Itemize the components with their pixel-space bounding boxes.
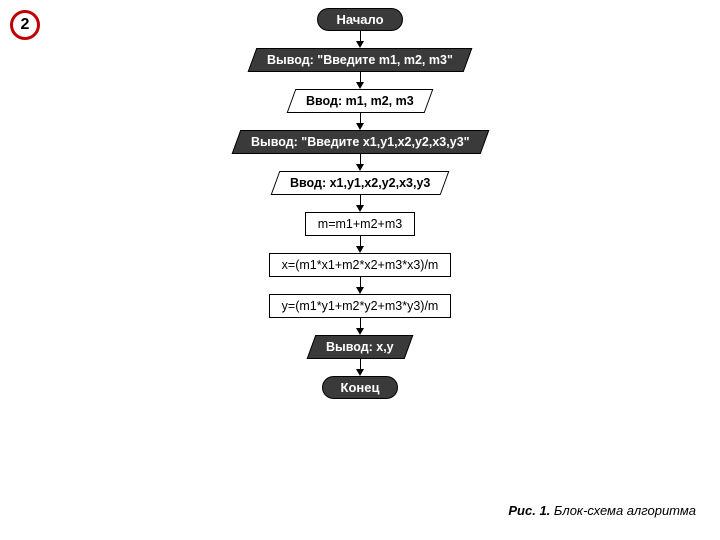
caption-prefix: Рис. 1. [508, 503, 554, 518]
flow-node-n6: x=(m1*x1+m2*x2+m3*x3)/m [269, 253, 452, 277]
flow-arrow [356, 318, 364, 335]
flow-node-n5: m=m1+m2+m3 [305, 212, 415, 236]
flow-node-n1: Вывод: "Введите m1, m2, m3" [248, 48, 473, 72]
flow-arrow [356, 236, 364, 253]
flow-arrow [356, 277, 364, 294]
flow-node-n9: Конец [322, 376, 399, 399]
node-label: Ввод: m1, m2, m3 [306, 94, 414, 108]
flow-node-n7: y=(m1*y1+m2*y2+m3*y3)/m [269, 294, 452, 318]
flow-node-n2: Ввод: m1, m2, m3 [287, 89, 433, 113]
figure-caption: Рис. 1. Блок-схема алгоритма [508, 503, 696, 518]
caption-text: Блок-схема алгоритма [554, 503, 696, 518]
node-label: Вывод: "Введите x1,y1,x2,y2,x3,y3" [251, 135, 470, 149]
flow-node-n8: Вывод: x,y [307, 335, 413, 359]
flow-node-n4: Ввод: x1,y1,x2,y2,x3,y3 [270, 171, 449, 195]
flow-arrow [356, 359, 364, 376]
flow-arrow [356, 154, 364, 171]
flow-arrow [356, 31, 364, 48]
flow-node-n3: Вывод: "Введите x1,y1,x2,y2,x3,y3" [231, 130, 488, 154]
node-label: Вывод: x,y [326, 340, 394, 354]
flow-arrow [356, 195, 364, 212]
flowchart: Начало Вывод: "Введите m1, m2, m3" Ввод: m… [0, 8, 720, 399]
flow-arrow [356, 72, 364, 89]
node-label: Ввод: x1,y1,x2,y2,x3,y3 [290, 176, 430, 190]
flow-node-n0: Начало [317, 8, 402, 31]
flow-arrow [356, 113, 364, 130]
node-label: Вывод: "Введите m1, m2, m3" [267, 53, 453, 67]
